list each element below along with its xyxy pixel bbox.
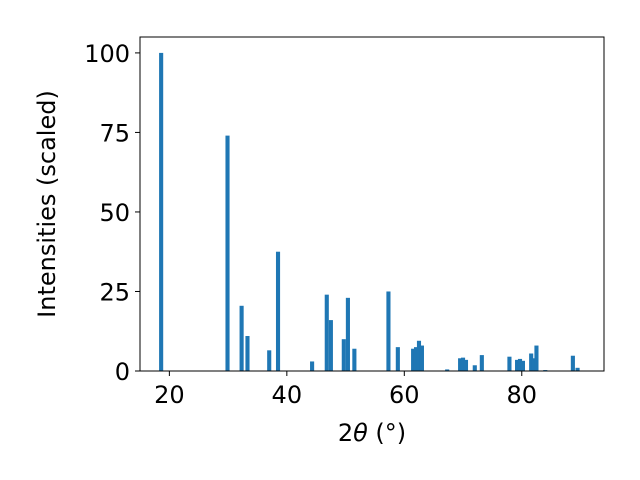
bar — [345, 297, 350, 371]
bars — [159, 52, 580, 372]
bar — [460, 357, 466, 371]
bar — [239, 305, 244, 371]
bar — [352, 348, 357, 371]
x-tick-label: 40 — [272, 381, 303, 409]
bar — [275, 251, 281, 371]
bar — [328, 320, 333, 371]
y-tick-label: 25 — [99, 278, 130, 306]
bar — [534, 345, 539, 371]
bar — [515, 359, 520, 371]
bar — [225, 135, 230, 371]
bar — [517, 358, 523, 371]
bar — [575, 367, 580, 371]
bar — [479, 355, 484, 371]
bar — [386, 291, 391, 371]
bar — [531, 358, 536, 371]
bar — [463, 359, 469, 371]
x-tick-label: 80 — [506, 381, 537, 409]
bar — [395, 347, 400, 371]
bar — [472, 365, 477, 371]
y-axis-label: Intensities (scaled) — [33, 90, 61, 318]
y-tick-label: 0 — [115, 358, 130, 386]
bar — [416, 340, 422, 371]
bar — [507, 356, 512, 371]
bar — [245, 336, 250, 371]
bar — [324, 294, 329, 371]
plot-frame — [139, 36, 605, 372]
bar — [520, 360, 525, 371]
bar — [341, 339, 346, 371]
bar — [529, 353, 534, 371]
y-tick-label: 100 — [84, 40, 130, 68]
bar — [458, 358, 463, 371]
x-axis-label: 2θ (°) — [338, 419, 406, 447]
bar — [570, 355, 575, 371]
x-axis-ticks: 20 40 60 80 — [154, 371, 537, 409]
y-axis-ticks: 0 25 50 75 100 — [84, 40, 140, 386]
bar — [413, 347, 419, 371]
bar — [445, 369, 450, 371]
bar — [419, 345, 424, 371]
bar — [310, 361, 315, 371]
bar — [267, 350, 272, 371]
x-tick-label: 60 — [389, 381, 420, 409]
y-tick-label: 50 — [99, 199, 130, 227]
y-tick-label: 75 — [99, 119, 130, 147]
bar — [159, 52, 164, 372]
bar — [411, 348, 416, 371]
x-tick-label: 20 — [154, 381, 185, 409]
